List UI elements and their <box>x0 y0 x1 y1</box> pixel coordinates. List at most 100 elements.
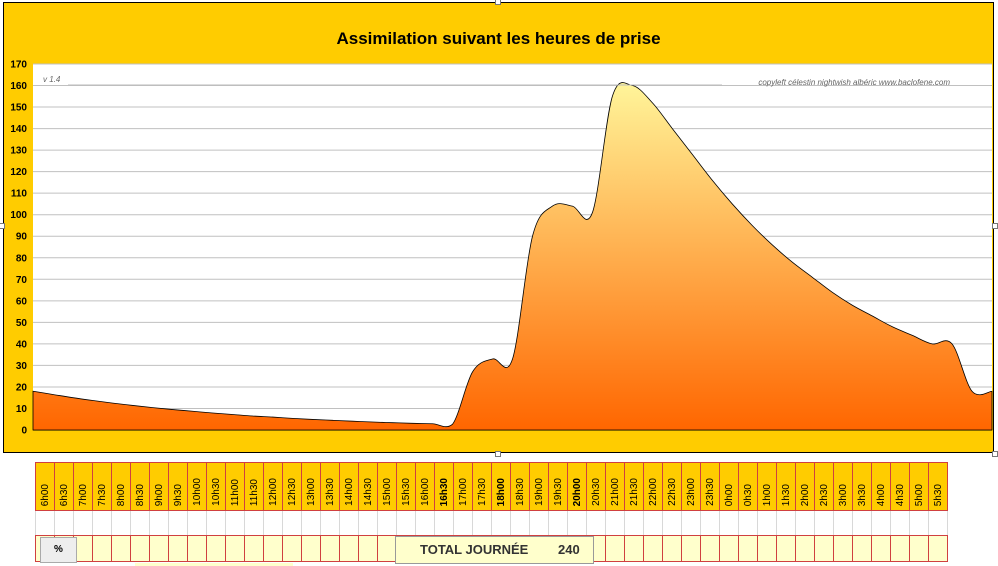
time-cell[interactable]: 4h30 <box>890 462 910 511</box>
dose-cell[interactable] <box>890 535 910 562</box>
time-cell[interactable]: 16h30 <box>434 462 454 511</box>
blank-cell[interactable] <box>206 510 226 536</box>
dose-cell[interactable] <box>738 535 758 562</box>
time-cell[interactable]: 15h30 <box>396 462 416 511</box>
blank-cell[interactable] <box>814 510 834 536</box>
blank-cell[interactable] <box>871 510 891 536</box>
blank-cell[interactable] <box>396 510 416 536</box>
blank-cell[interactable] <box>73 510 93 536</box>
time-cell[interactable]: 13h00 <box>301 462 321 511</box>
blank-cell[interactable] <box>605 510 625 536</box>
dose-cell[interactable] <box>719 535 739 562</box>
blank-cell[interactable] <box>795 510 815 536</box>
time-cell[interactable]: 21h00 <box>605 462 625 511</box>
selection-handle[interactable] <box>495 451 501 457</box>
time-cell[interactable]: 20h00 <box>567 462 587 511</box>
selection-handle[interactable] <box>992 223 998 229</box>
blank-cell[interactable] <box>700 510 720 536</box>
dose-cell[interactable] <box>928 535 948 562</box>
blank-cell[interactable] <box>586 510 606 536</box>
dose-cell[interactable] <box>244 535 264 562</box>
blank-cell[interactable] <box>301 510 321 536</box>
blank-cell[interactable] <box>567 510 587 536</box>
blank-cell[interactable] <box>92 510 112 536</box>
time-cell[interactable]: 14h30 <box>358 462 378 511</box>
blank-cell[interactable] <box>529 510 549 536</box>
time-cell[interactable]: 10h00 <box>187 462 207 511</box>
blank-cell[interactable] <box>453 510 473 536</box>
time-cell[interactable]: 10h30 <box>206 462 226 511</box>
selection-handle[interactable] <box>495 0 501 5</box>
dose-cell[interactable] <box>871 535 891 562</box>
dose-cell[interactable] <box>681 535 701 562</box>
time-cell[interactable]: 8h30 <box>130 462 150 511</box>
dose-cell[interactable] <box>814 535 834 562</box>
dose-cell[interactable] <box>149 535 169 562</box>
blank-cell[interactable] <box>852 510 872 536</box>
dose-cell[interactable] <box>206 535 226 562</box>
blank-cell[interactable] <box>244 510 264 536</box>
dose-cell[interactable] <box>377 535 397 562</box>
time-cell[interactable]: 0h30 <box>738 462 758 511</box>
selection-handle[interactable] <box>992 451 998 457</box>
blank-cell[interactable] <box>339 510 359 536</box>
time-cell[interactable]: 11h30 <box>244 462 264 511</box>
blank-cell[interactable] <box>491 510 511 536</box>
dose-cell[interactable] <box>92 535 112 562</box>
time-cell[interactable]: 22h30 <box>662 462 682 511</box>
blank-cell[interactable] <box>415 510 435 536</box>
dose-cell[interactable] <box>757 535 777 562</box>
dose-cell[interactable] <box>130 535 150 562</box>
time-cell[interactable]: 6h30 <box>54 462 74 511</box>
time-cell[interactable]: 15h00 <box>377 462 397 511</box>
blank-cell[interactable] <box>472 510 492 536</box>
dose-cell[interactable] <box>282 535 302 562</box>
time-cell[interactable]: 5h30 <box>928 462 948 511</box>
time-cell[interactable]: 1h30 <box>776 462 796 511</box>
blank-cell[interactable] <box>130 510 150 536</box>
dose-cell[interactable] <box>339 535 359 562</box>
time-cell[interactable]: 12h30 <box>282 462 302 511</box>
blank-cell[interactable] <box>643 510 663 536</box>
time-cell[interactable]: 20h30 <box>586 462 606 511</box>
time-cell[interactable]: 23h30 <box>700 462 720 511</box>
blank-cell[interactable] <box>320 510 340 536</box>
time-cell[interactable]: 4h00 <box>871 462 891 511</box>
time-cell[interactable]: 1h00 <box>757 462 777 511</box>
blank-cell[interactable] <box>225 510 245 536</box>
time-cell[interactable]: 22h00 <box>643 462 663 511</box>
dose-cell[interactable] <box>225 535 245 562</box>
selection-handle[interactable] <box>0 223 5 229</box>
time-cell[interactable]: 19h30 <box>548 462 568 511</box>
blank-cell[interactable] <box>681 510 701 536</box>
dose-cell[interactable] <box>833 535 853 562</box>
time-cell[interactable]: 19h00 <box>529 462 549 511</box>
time-cell[interactable]: 18h00 <box>491 462 511 511</box>
dose-cell[interactable] <box>358 535 378 562</box>
blank-cell[interactable] <box>624 510 644 536</box>
time-cell[interactable]: 9h30 <box>168 462 188 511</box>
time-cell[interactable]: 17h00 <box>453 462 473 511</box>
blank-cell[interactable] <box>168 510 188 536</box>
dose-cell[interactable] <box>168 535 188 562</box>
dose-cell[interactable] <box>624 535 644 562</box>
dose-cell[interactable] <box>605 535 625 562</box>
blank-cell[interactable] <box>928 510 948 536</box>
dose-cell[interactable] <box>662 535 682 562</box>
time-cell[interactable]: 8h00 <box>111 462 131 511</box>
blank-cell[interactable] <box>358 510 378 536</box>
blank-cell[interactable] <box>187 510 207 536</box>
dose-cell[interactable] <box>776 535 796 562</box>
blank-cell[interactable] <box>662 510 682 536</box>
blank-cell[interactable] <box>35 510 55 536</box>
dose-cell[interactable] <box>320 535 340 562</box>
dose-cell[interactable] <box>795 535 815 562</box>
dose-cell[interactable] <box>263 535 283 562</box>
dose-cell[interactable] <box>301 535 321 562</box>
dose-cell[interactable] <box>852 535 872 562</box>
dose-cell[interactable] <box>111 535 131 562</box>
time-cell[interactable]: 21h30 <box>624 462 644 511</box>
time-cell[interactable]: 17h30 <box>472 462 492 511</box>
blank-cell[interactable] <box>377 510 397 536</box>
time-cell[interactable]: 0h00 <box>719 462 739 511</box>
